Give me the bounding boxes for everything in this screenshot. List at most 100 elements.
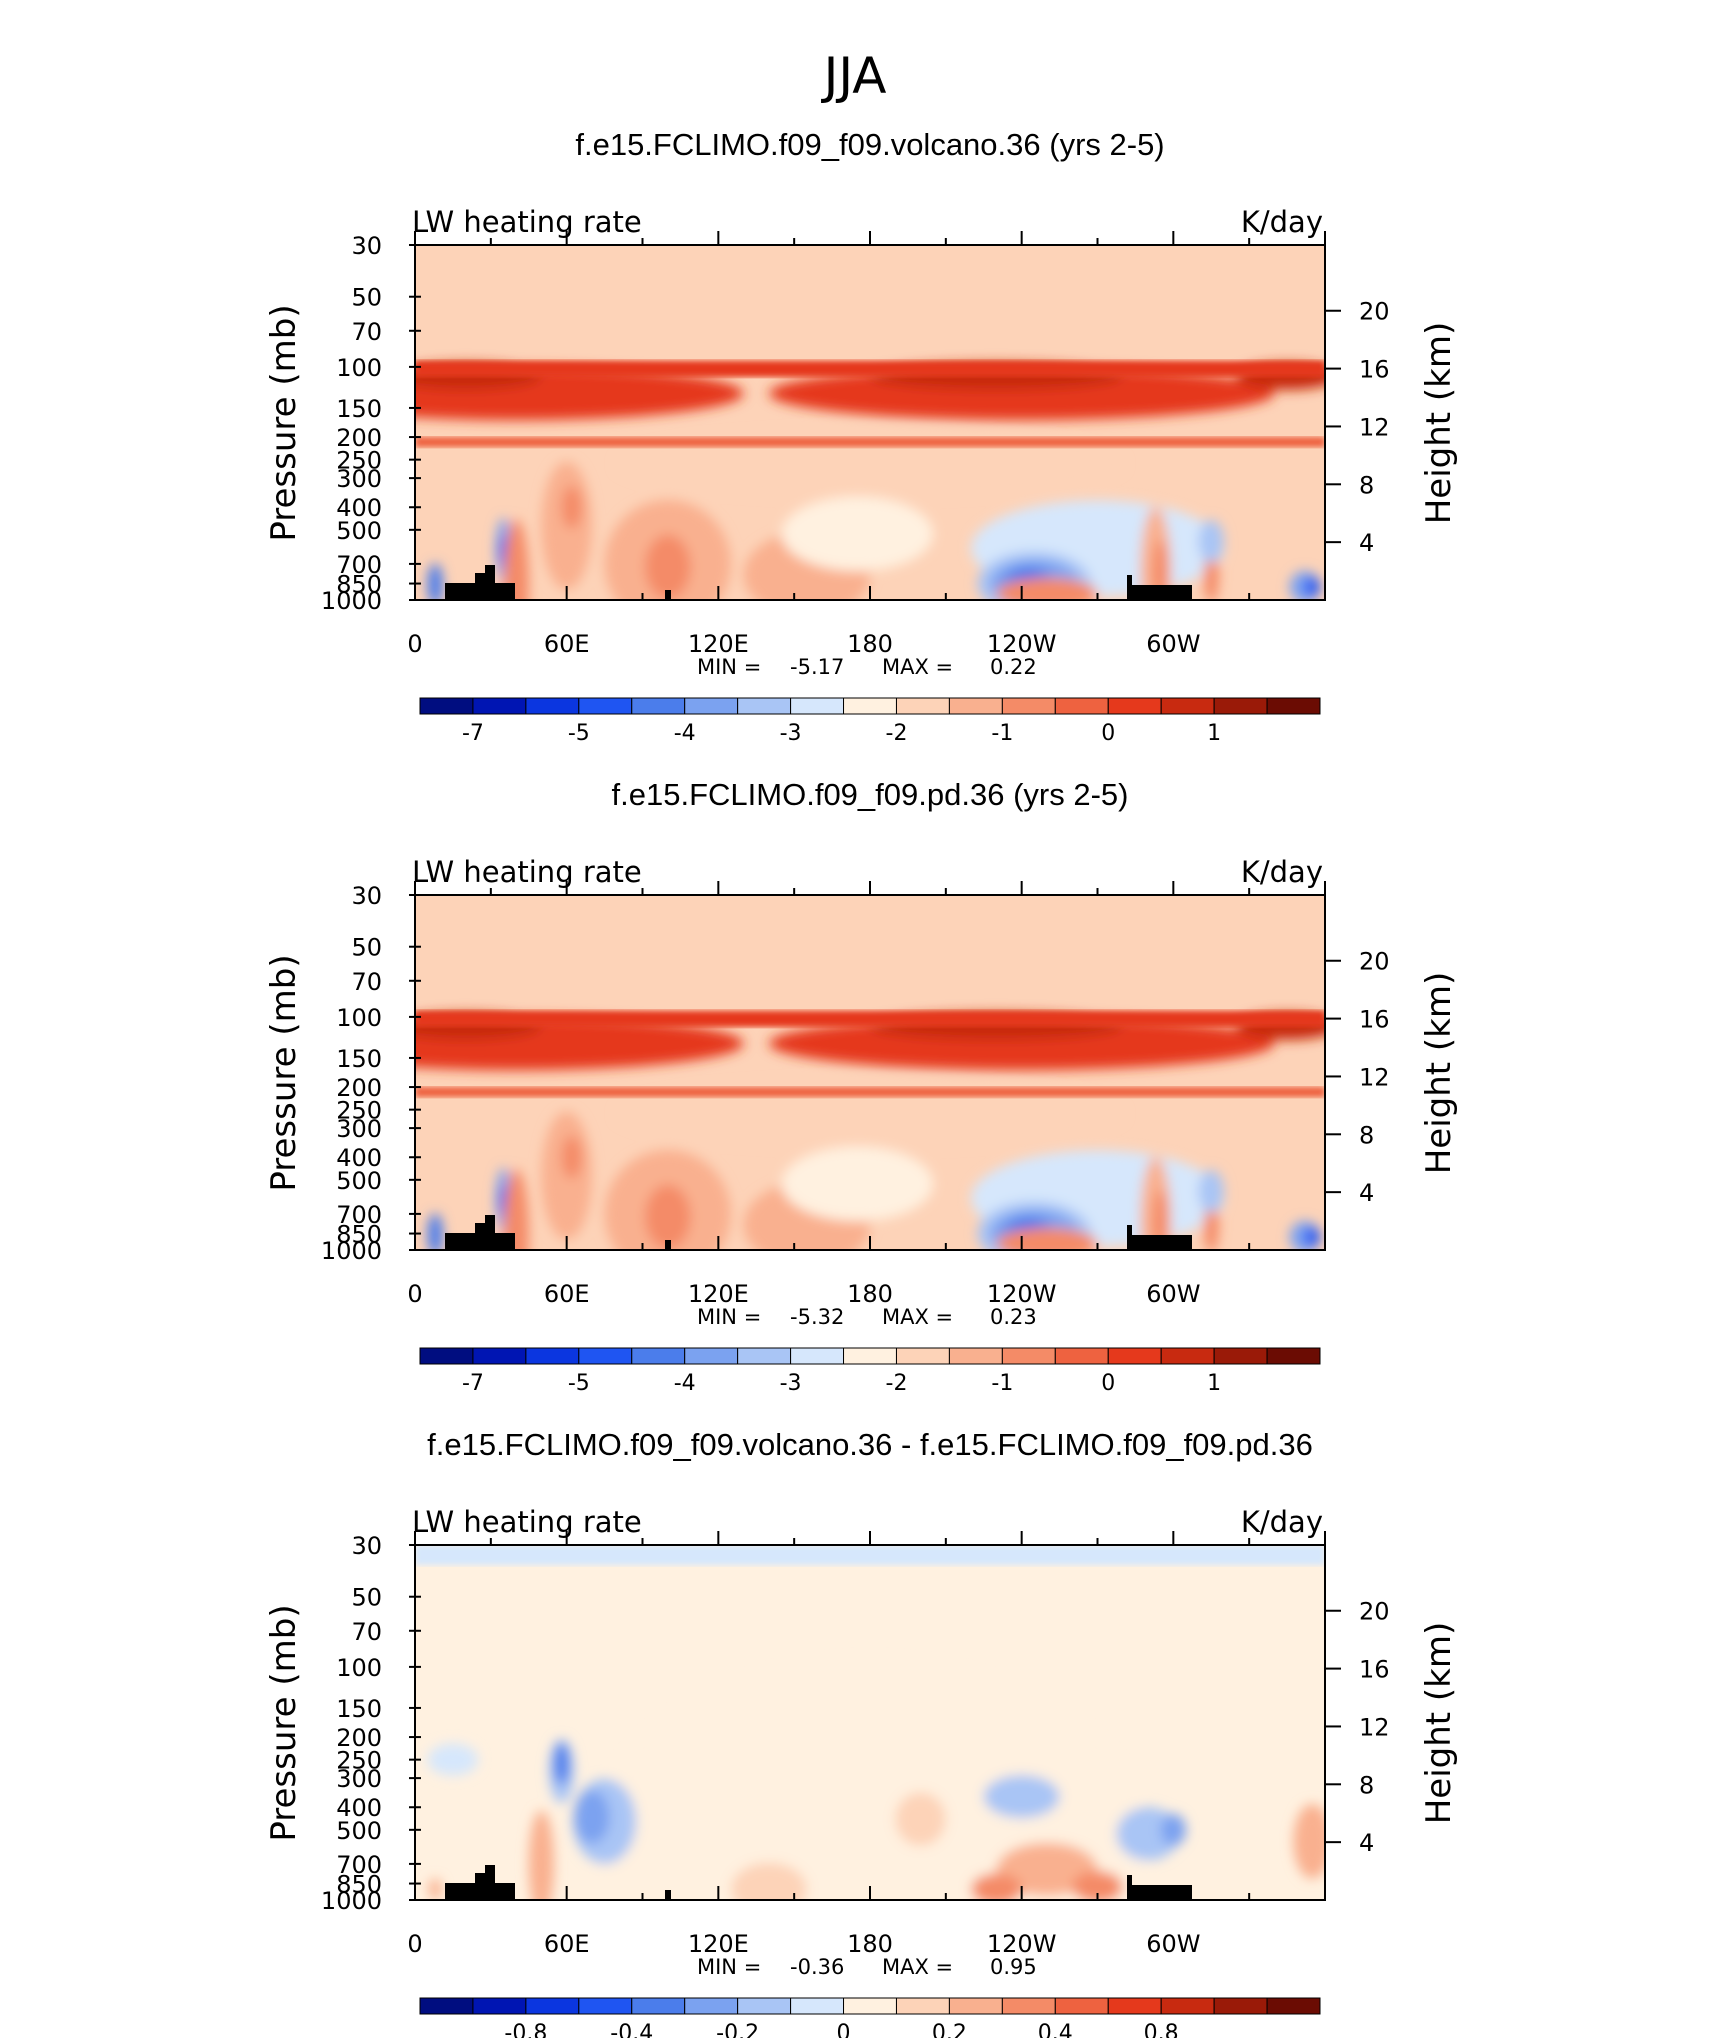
- colorbar-swatch: [419, 1997, 474, 2015]
- field-contour: [1198, 519, 1224, 563]
- colorbar-label: -0.4: [610, 2021, 653, 2038]
- colorbar-swatch: [948, 1347, 1003, 1365]
- lon-tick-label: 180: [847, 1930, 893, 1958]
- min-label: MIN =: [697, 1305, 761, 1329]
- height-tick-label: 20: [1359, 1598, 1390, 1626]
- colorbar-swatch: [1160, 697, 1215, 715]
- colorbar-swatch: [578, 1347, 633, 1365]
- colorbar-swatch: [1213, 697, 1268, 715]
- field-contour: [1198, 1169, 1224, 1213]
- pressure-tick-label: 70: [351, 1618, 382, 1646]
- lon-tick-label: 60E: [544, 1930, 590, 1958]
- topography-block: [1127, 575, 1132, 600]
- pressure-tick-label: 200: [336, 424, 382, 452]
- field-contour: [1160, 1813, 1186, 1846]
- colorbar-swatch: [1160, 1997, 1215, 2015]
- topography-block: [1127, 1235, 1192, 1250]
- panel-2: f.e15.FCLIMO.f09_f09.pd.36 (yrs 2-5) LW h…: [264, 777, 1459, 1396]
- y-axis-label-left: Pressure (mb): [264, 954, 304, 1191]
- colorbar-swatch: [525, 1347, 580, 1365]
- height-tick-label: 4: [1359, 1179, 1374, 1207]
- field-contour: [983, 1775, 1060, 1818]
- colorbar-swatch: [419, 697, 474, 715]
- colorbar-label: -1: [991, 1371, 1013, 1396]
- colorbar-swatch: [1107, 697, 1162, 715]
- colorbar-swatch: [790, 1347, 845, 1365]
- colorbar: -7 -5 -4 -3 -2 -1 0 1: [419, 697, 1321, 746]
- field-contour: [561, 485, 582, 529]
- min-value: -0.36: [790, 1955, 844, 1979]
- max-value: 0.95: [990, 1955, 1037, 1979]
- colorbar-swatch: [1213, 1347, 1268, 1365]
- colorbar-label: -3: [780, 1371, 802, 1396]
- field-contour: [427, 1743, 479, 1776]
- colorbar: -7 -5 -4 -3 -2 -1 0 1: [419, 1347, 1321, 1396]
- field-contour: [503, 519, 529, 600]
- height-tick-label: 8: [1359, 471, 1374, 499]
- height-tick-label: 16: [1359, 356, 1390, 384]
- colorbar-swatch: [419, 1347, 474, 1365]
- right-string: K/day: [1241, 1505, 1323, 1539]
- heatmap-field: [415, 1545, 1325, 1900]
- pressure-tick-label: 250: [336, 1097, 382, 1125]
- pressure-tick-label: 700: [336, 551, 382, 579]
- colorbar-label: 0.8: [1144, 2021, 1179, 2038]
- pressure-tick-label: 850: [336, 1221, 382, 1249]
- field-shading: [415, 363, 1325, 600]
- colorbar-swatch: [472, 1347, 527, 1365]
- colorbar-swatch: [737, 1347, 792, 1365]
- heatmap-field: [415, 245, 1325, 600]
- colorbar-swatch: [1266, 1347, 1321, 1365]
- colorbar-swatch: [1001, 1997, 1056, 2015]
- field-band: [415, 437, 1325, 448]
- pressure-tick-label: 150: [336, 395, 382, 423]
- min-value: -5.32: [790, 1305, 844, 1329]
- lon-tick-label: 180: [847, 630, 893, 658]
- pressure-tick-label: 50: [351, 934, 382, 962]
- field-contour: [645, 1184, 691, 1249]
- colorbar-swatch: [1001, 1347, 1056, 1365]
- field-contour: [574, 1790, 610, 1844]
- colorbar-label: -2: [886, 1371, 908, 1396]
- height-tick-label: 20: [1359, 298, 1390, 326]
- pressure-tick-label: 300: [336, 1115, 382, 1143]
- left-string: LW heating rate: [412, 205, 642, 239]
- pressure-tick-label: 300: [336, 1765, 382, 1793]
- max-label: MAX =: [882, 655, 953, 679]
- pressure-tick-label: 250: [336, 447, 382, 475]
- figure-title: JJA: [821, 47, 887, 105]
- colorbar-label: -5: [568, 721, 590, 746]
- height-tick-label: 12: [1359, 1713, 1390, 1741]
- colorbar-label: -0.2: [716, 2021, 759, 2038]
- field-contour: [1304, 576, 1320, 598]
- colorbar-label: 0: [1101, 721, 1115, 746]
- topography-block: [485, 1215, 495, 1250]
- colorbar-swatch: [1266, 1997, 1321, 2015]
- field-contour: [617, 1081, 1123, 1146]
- field-contour: [554, 1742, 570, 1785]
- pressure-tick-label: 1000: [321, 1237, 382, 1265]
- colorbar-swatch: [525, 1997, 580, 2015]
- pressure-tick-label: 500: [336, 517, 382, 545]
- colorbar-swatch: [895, 1997, 950, 2015]
- colorbar-swatch: [843, 1347, 897, 1365]
- lon-tick-label: 120E: [688, 1930, 749, 1958]
- colorbar-swatch: [895, 697, 950, 715]
- lon-tick-label: 60E: [544, 1280, 590, 1308]
- pressure-tick-label: 400: [336, 1794, 382, 1822]
- colorbar-swatch: [1107, 1347, 1162, 1365]
- colorbar-swatch: [684, 1997, 739, 2015]
- field-contour: [996, 577, 1098, 600]
- pressure-tick-label: 300: [336, 465, 382, 493]
- field-contour: [1021, 1162, 1174, 1206]
- field-contour: [1293, 1804, 1325, 1879]
- field-contour: [1072, 1871, 1123, 1900]
- lon-tick-label: 0: [407, 1930, 422, 1958]
- y-axis-label-right: Height (km): [1419, 322, 1459, 525]
- topography-block: [665, 1890, 671, 1900]
- topography-block: [1127, 1875, 1132, 1900]
- pressure-tick-label: 850: [336, 1871, 382, 1899]
- colorbar-swatch: [948, 697, 1003, 715]
